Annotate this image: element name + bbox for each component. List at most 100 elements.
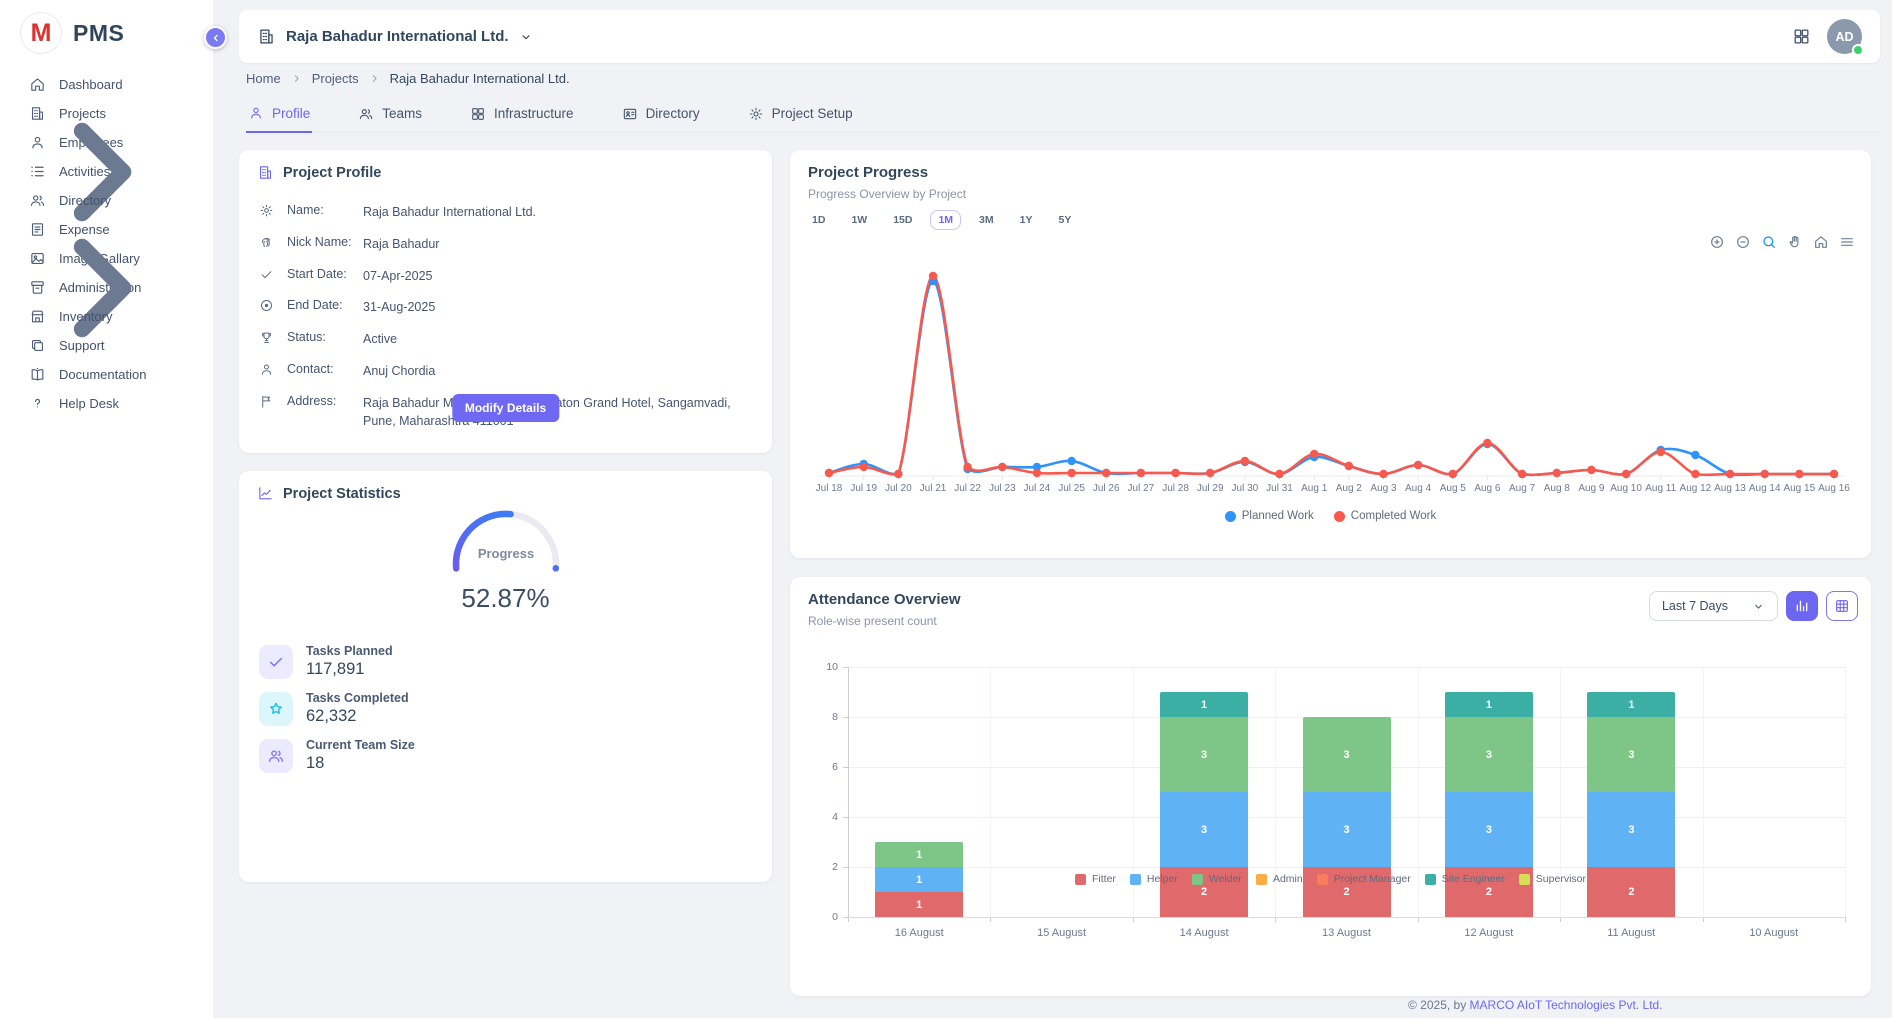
progress-gauge-value: 52.87% bbox=[239, 583, 772, 614]
breadcrumb-item-projects[interactable]: Projects bbox=[312, 71, 359, 86]
field-value: Raja Bahadur International Ltd. bbox=[363, 203, 754, 222]
footer-company-link[interactable]: MARCO AIoT Technologies Pvt. Ltd. bbox=[1470, 998, 1663, 1012]
stats-card-title: Project Statistics bbox=[283, 486, 401, 502]
tab-label: Profile bbox=[272, 106, 310, 121]
fingerprint-icon bbox=[259, 235, 274, 250]
tab-project-setup[interactable]: Project Setup bbox=[746, 99, 855, 132]
legend-site-engineer[interactable]: Site Engineer bbox=[1425, 873, 1505, 885]
svg-text:Jul 23: Jul 23 bbox=[989, 483, 1016, 494]
svg-text:Jul 25: Jul 25 bbox=[1058, 483, 1085, 494]
sidebar-item-activities[interactable]: Activities bbox=[0, 157, 213, 186]
sidebar-item-support[interactable]: Support bbox=[0, 331, 213, 360]
building-icon bbox=[257, 164, 274, 181]
user-avatar[interactable]: AD bbox=[1827, 19, 1862, 54]
bar-segment-welder: 3 bbox=[1445, 717, 1533, 792]
people-icon bbox=[358, 106, 374, 122]
attendance-range-select[interactable]: Last 7 Days bbox=[1649, 591, 1778, 621]
magnifier-icon[interactable] bbox=[1761, 234, 1777, 250]
tab-profile[interactable]: Profile bbox=[246, 99, 312, 133]
breadcrumb-item-home[interactable]: Home bbox=[246, 71, 281, 86]
legend-marker bbox=[1130, 874, 1141, 885]
legend-label: Helper bbox=[1147, 873, 1178, 885]
tab-teams[interactable]: Teams bbox=[356, 99, 424, 132]
bar-segment-welder: 3 bbox=[1303, 717, 1391, 792]
bar-category-label: 14 August bbox=[1133, 927, 1275, 939]
apps-icon bbox=[470, 106, 486, 122]
legend-supervisor[interactable]: Supervisor bbox=[1519, 873, 1586, 885]
legend-helper[interactable]: Helper bbox=[1130, 873, 1178, 885]
svg-text:Aug 2: Aug 2 bbox=[1336, 483, 1363, 494]
logo-icon: M bbox=[20, 12, 62, 54]
sidebar-item-documentation[interactable]: Documentation bbox=[0, 360, 213, 389]
range-button-1y[interactable]: 1Y bbox=[1012, 210, 1041, 230]
bar-category-label: 12 August bbox=[1418, 927, 1560, 939]
range-button-1d[interactable]: 1D bbox=[804, 210, 833, 230]
tab-infrastructure[interactable]: Infrastructure bbox=[468, 99, 576, 132]
sidebar-item-administration[interactable]: Administration bbox=[0, 273, 213, 302]
range-button-3m[interactable]: 3M bbox=[971, 210, 1002, 230]
app-logo[interactable]: M PMS bbox=[0, 0, 213, 66]
store-icon bbox=[29, 308, 46, 325]
legend-marker bbox=[1317, 874, 1328, 885]
avatar-initials: AD bbox=[1835, 30, 1853, 44]
sidebar-item-inventory[interactable]: Inventory bbox=[0, 302, 213, 331]
range-button-1w[interactable]: 1W bbox=[843, 210, 875, 230]
profile-field-nick-name: Nick Name:Raja Bahadur bbox=[259, 235, 754, 254]
legend-project-manager[interactable]: Project Manager bbox=[1317, 873, 1411, 885]
legend-planned-work[interactable]: Planned Work bbox=[1225, 510, 1314, 522]
logo-text: PMS bbox=[73, 20, 124, 47]
progress-gauge: Progress bbox=[239, 510, 772, 579]
svg-text:Jul 28: Jul 28 bbox=[1162, 483, 1189, 494]
svg-text:Aug 13: Aug 13 bbox=[1714, 483, 1746, 494]
bar-category-label: 11 August bbox=[1560, 927, 1702, 939]
svg-text:Jul 24: Jul 24 bbox=[1024, 483, 1051, 494]
legend-admin[interactable]: Admin bbox=[1256, 873, 1303, 885]
legend-label: Planned Work bbox=[1242, 510, 1314, 522]
range-selector: 1D 1W 15D 1M 3M 1Y 5Y bbox=[804, 210, 1079, 230]
sidebar: M PMS DashboardProjectsEmployeesActiviti… bbox=[0, 0, 213, 1018]
svg-text:Jul 22: Jul 22 bbox=[954, 483, 981, 494]
tab-directory[interactable]: Directory bbox=[620, 99, 702, 132]
range-button-5y[interactable]: 5Y bbox=[1050, 210, 1079, 230]
bar-view-toggle[interactable] bbox=[1786, 591, 1818, 621]
legend-welder[interactable]: Welder bbox=[1192, 873, 1242, 885]
sidebar-collapse-button[interactable] bbox=[204, 26, 227, 49]
apps-menu-icon[interactable] bbox=[1792, 27, 1811, 46]
tab-bar: Profile Teams Infrastructure Directory Proje… bbox=[246, 99, 1880, 133]
sidebar-item-label: Help Desk bbox=[59, 396, 119, 411]
field-label: Nick Name: bbox=[287, 235, 363, 249]
bar-segment-helper: 3 bbox=[1587, 792, 1675, 867]
chevron-down-icon bbox=[1752, 599, 1765, 613]
legend-completed-work[interactable]: Completed Work bbox=[1334, 510, 1436, 522]
sidebar-item-help-desk[interactable]: Help Desk bbox=[0, 389, 213, 418]
legend-fitter[interactable]: Fitter bbox=[1075, 873, 1116, 885]
table-view-toggle[interactable] bbox=[1826, 591, 1858, 621]
hand-icon[interactable] bbox=[1787, 234, 1803, 250]
check-icon bbox=[259, 267, 274, 282]
project-progress-card: Project Progress Progress Overview by Pr… bbox=[790, 150, 1871, 558]
menu-icon[interactable] bbox=[1839, 234, 1855, 250]
stat-current-team-size: Current Team Size18 bbox=[259, 738, 772, 773]
modify-details-button[interactable]: Modify Details bbox=[452, 394, 559, 422]
bar-ytick-label: 4 bbox=[810, 811, 838, 823]
attendance-controls: Last 7 Days bbox=[1649, 591, 1858, 621]
home-icon[interactable] bbox=[1813, 234, 1829, 250]
legend-label: Project Manager bbox=[1334, 873, 1411, 885]
legend-marker bbox=[1425, 874, 1436, 885]
bar-ytick-label: 8 bbox=[810, 711, 838, 723]
zoom-out-icon[interactable] bbox=[1735, 234, 1751, 250]
legend-label: Site Engineer bbox=[1442, 873, 1505, 885]
zoom-in-icon[interactable] bbox=[1709, 234, 1725, 250]
people-icon bbox=[259, 739, 293, 773]
range-button-15d[interactable]: 15D bbox=[885, 210, 920, 230]
svg-text:Aug 3: Aug 3 bbox=[1370, 483, 1397, 494]
range-button-1m[interactable]: 1M bbox=[930, 210, 961, 230]
gear-icon bbox=[748, 106, 764, 122]
company-selector[interactable]: Raja Bahadur International Ltd. bbox=[257, 27, 533, 46]
book-icon bbox=[29, 366, 46, 383]
online-status-dot bbox=[1852, 44, 1864, 56]
stat-value: 62,332 bbox=[306, 707, 409, 726]
bar-category-label: 15 August bbox=[990, 927, 1132, 939]
legend-dot bbox=[1225, 511, 1236, 522]
stats-card-title-row: Project Statistics bbox=[239, 471, 772, 502]
